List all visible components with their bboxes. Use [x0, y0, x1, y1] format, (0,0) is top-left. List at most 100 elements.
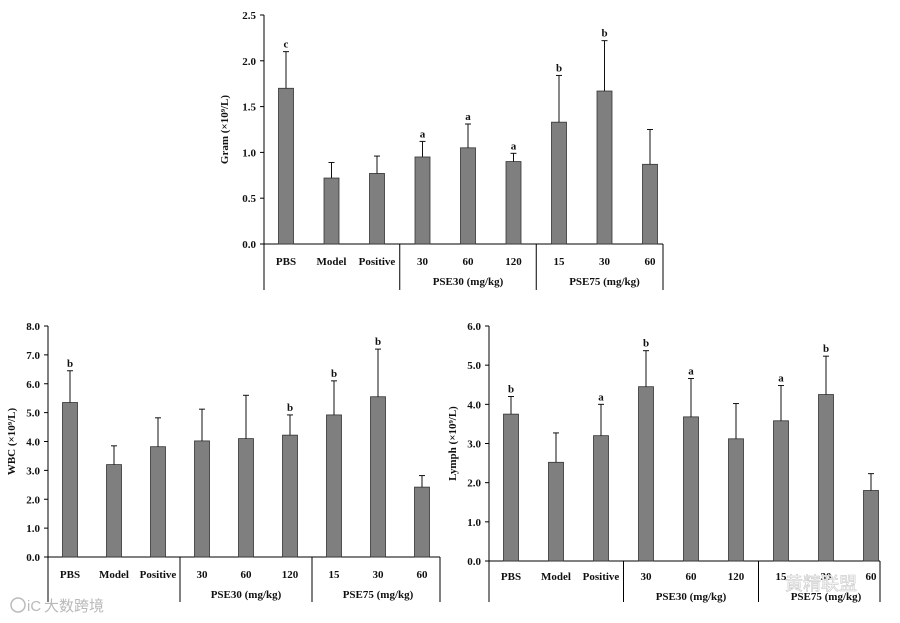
y-tick-label: 0.0	[242, 239, 256, 251]
y-axis-label: Gram (×10⁹/L)	[219, 95, 231, 164]
significance-label: a	[688, 365, 694, 377]
significance-label: a	[420, 128, 426, 140]
bar	[863, 490, 879, 562]
group-label: PSE30 (mg/kg)	[656, 591, 727, 603]
watermark-prefix: iC	[27, 598, 41, 615]
bar	[370, 396, 386, 558]
bar	[150, 446, 166, 558]
category-label: 15	[776, 571, 788, 583]
significance-label: b	[556, 62, 562, 74]
y-tick-label: 7.0	[26, 350, 40, 362]
watermark-left: iC 大数跨境	[10, 597, 104, 615]
bar	[238, 438, 254, 558]
bar	[642, 163, 658, 245]
bar	[683, 416, 699, 562]
significance-label: b	[331, 368, 337, 380]
bar	[282, 434, 298, 558]
bar	[505, 161, 522, 245]
category-label: PBS	[501, 571, 521, 583]
category-label: 30	[373, 569, 385, 581]
bar	[596, 90, 613, 245]
bar	[503, 413, 519, 562]
y-tick-label: 2.0	[467, 478, 481, 490]
y-tick-label: 4.0	[26, 437, 40, 449]
bar	[323, 177, 340, 245]
significance-label: a	[598, 391, 604, 403]
category-label: 60	[686, 571, 698, 583]
bar	[414, 156, 431, 245]
category-label: 60	[866, 571, 878, 583]
y-tick-label: 3.0	[467, 439, 481, 451]
y-tick-label: 1.5	[242, 102, 256, 114]
category-label: Model	[99, 569, 129, 581]
category-label: 120	[728, 571, 745, 583]
watermark-left-text: 大数跨境	[44, 597, 104, 615]
y-tick-label: 8.0	[26, 321, 40, 333]
watermark-logo-icon	[10, 597, 26, 613]
y-tick-label: 2.0	[26, 494, 40, 506]
bar	[460, 147, 476, 245]
category-label: Model	[541, 571, 571, 583]
category-label: 60	[417, 569, 429, 581]
y-tick-label: 3.0	[26, 465, 40, 477]
y-tick-label: 0.0	[26, 552, 40, 564]
wbc-chart: 0.0 1.0 2.0 3.0 4.0 5.0 6.0 7.0 8.0 WBC (×10⁹/L) b…	[6, 321, 441, 602]
bar	[62, 402, 78, 558]
group-label: PSE30 (mg/kg)	[433, 276, 504, 288]
category-label: 15	[329, 569, 341, 581]
significance-label: a	[511, 140, 517, 152]
bar	[194, 440, 210, 558]
significance-label: b	[601, 28, 607, 40]
watermark-right: 黄精联盟	[785, 574, 858, 595]
y-tick-label: 4.0	[467, 399, 481, 411]
y-tick-label: 5.0	[26, 408, 40, 420]
category-label: 60	[241, 569, 253, 581]
significance-label: b	[375, 336, 381, 348]
y-axis-label: WBC (×10⁹/L)	[6, 408, 18, 476]
category-label: 120	[505, 256, 522, 268]
watermark-right-text: 黄精联盟	[785, 574, 857, 594]
y-tick-label: 2.0	[242, 56, 256, 68]
y-tick-label: 1.0	[467, 517, 481, 529]
bar	[326, 414, 342, 558]
significance-label: a	[778, 373, 784, 385]
y-tick-label: 1.0	[242, 147, 256, 159]
significance-label: a	[465, 111, 471, 123]
category-label: Positive	[140, 569, 177, 581]
bar	[551, 121, 567, 245]
bar	[106, 464, 122, 558]
y-tick-label: 6.0	[467, 321, 481, 333]
y-tick-label: 0.0	[467, 556, 481, 568]
category-label: 30	[821, 571, 833, 583]
y-axis-label: Lymph (×10⁹/L)	[447, 406, 459, 481]
group-label: PSE75 (mg/kg)	[569, 276, 640, 288]
category-label: Positive	[583, 571, 620, 583]
category-label: 30	[599, 256, 611, 268]
bar	[414, 486, 430, 558]
category-label: Positive	[359, 256, 396, 268]
category-label: PBS	[276, 256, 296, 268]
group-label: PSE75 (mg/kg)	[791, 591, 862, 603]
category-label: 30	[417, 256, 429, 268]
bar	[593, 435, 609, 562]
category-label: 15	[554, 256, 566, 268]
category-label: Model	[317, 256, 347, 268]
category-label: 30	[197, 569, 209, 581]
bar	[773, 420, 789, 562]
y-tick-label: 1.0	[26, 523, 40, 535]
category-label: PBS	[60, 569, 80, 581]
y-tick-label: 6.0	[26, 379, 40, 391]
bar	[728, 438, 744, 562]
y-tick-label: 0.5	[242, 193, 256, 205]
gram-chart: 0.0 0.5 1.0 1.5 2.0 2.5 Gram (×10⁹/L) c PBS Model…	[219, 10, 664, 290]
significance-label: b	[823, 343, 829, 355]
significance-label: b	[643, 338, 649, 350]
significance-label: b	[287, 402, 293, 414]
significance-label: c	[284, 39, 289, 51]
category-label: 60	[463, 256, 475, 268]
significance-label: b	[508, 384, 514, 396]
bar	[369, 173, 385, 245]
group-label: PSE75 (mg/kg)	[343, 589, 414, 601]
category-label: 60	[645, 256, 657, 268]
